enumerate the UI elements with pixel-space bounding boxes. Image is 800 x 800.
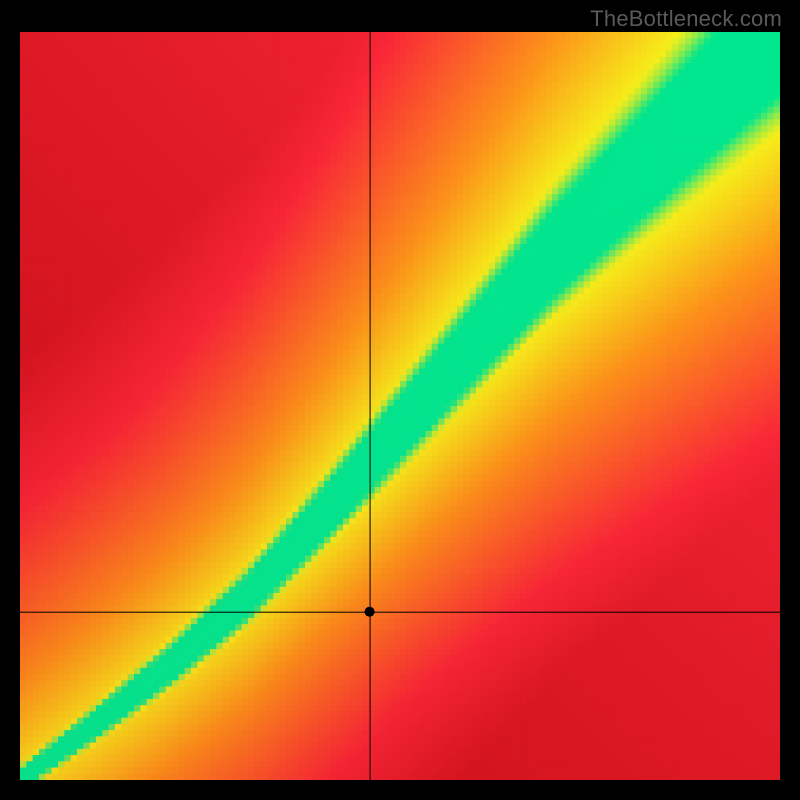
- bottleneck-heatmap: [20, 32, 780, 780]
- chart-container: TheBottleneck.com: [0, 0, 800, 800]
- watermark-text: TheBottleneck.com: [590, 6, 782, 32]
